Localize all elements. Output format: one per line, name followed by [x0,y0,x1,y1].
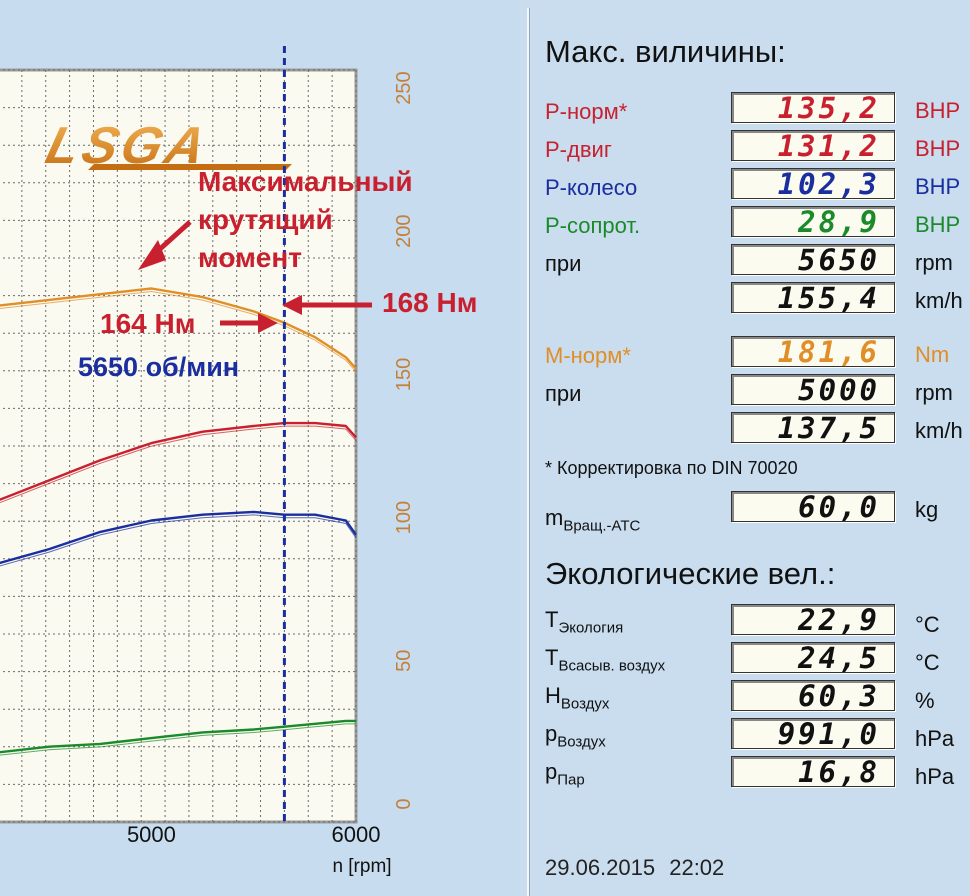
annotation-max-torque-line1: Максимальный [198,166,413,197]
max-row-label: при [545,381,582,406]
eco-row-label: TЭкология [545,607,624,637]
max-row-unit: km/h [915,288,963,313]
x-axis-label: n [rpm] [332,856,391,877]
max-row-unit: BHP [915,98,961,123]
right-axis-tick-label: 250 [393,71,415,104]
max-row-value-display: 155,4 [731,282,895,314]
green-series-line [0,719,356,754]
right-axis-tick-label: 100 [393,501,415,534]
orange-series-line-raw [0,290,357,373]
eco-row-unit: % [915,688,935,713]
mass-label: mВращ.-АТС [545,505,641,535]
max-row-unit: rpm [915,380,953,405]
max-row-unit: km/h [915,418,963,443]
max-row-unit: BHP [915,174,961,199]
right-axis-tick-label: 0 [393,798,415,809]
max-row-label: M-норм* [545,343,631,368]
max-values-panel: Макс. виличины: P-норм* 135,2 BHP P-двиг 131… [527,8,970,896]
eco-row-label: pВоздух [545,721,606,751]
orange-series-line [0,287,357,370]
eco-row-value-display: 991,0 [731,718,895,750]
annotation-torque-168: 168 Нм [382,287,478,318]
max-row-value-display: 5000 [731,374,895,406]
eco-row-value-display: 60,3 [731,680,895,712]
max-row-unit: Nm [915,342,950,367]
red-series-line-raw [0,425,357,504]
eco-row-label: HВоздух [545,683,610,713]
max-row-label: при [545,251,582,276]
eco-row-value-display: 16,8 [731,756,895,788]
eco-row-value-display: 22,9 [731,604,895,636]
blue-series-line-raw [0,514,357,567]
max-values-title: Макс. виличины: [545,34,786,69]
eco-row-value-display: 24,5 [731,642,895,674]
x-tick-label: 5000 [127,822,176,847]
annotation-max-torque-line2: крутящий [198,204,333,235]
eco-row-label: pПар [545,759,585,789]
green-series-line-raw [0,723,356,756]
max-row-value-display: 137,5 [731,412,895,444]
eco-row-unit: hPa [915,764,955,789]
max-row-label: P-колесо [545,175,638,200]
mass-unit: kg [915,497,939,522]
max-row-value-display: 131,2 [731,130,895,162]
arrow-max-torque-head [138,240,166,270]
blue-series-line [0,510,357,565]
eco-row-unit: °C [915,650,940,675]
max-row-value-display: 28,9 [731,206,895,238]
timestamp: 29.06.2015 22:02 [545,855,725,880]
eco-row-label: TВсасыв. воздух [545,645,666,675]
max-row-unit: BHP [915,212,961,237]
max-row-unit: rpm [915,250,953,275]
eco-values-title: Экологические вел.: [545,556,836,591]
mass-value-display: 60,0 [731,491,895,523]
right-axis-tick-label: 150 [393,358,415,391]
dyno-chart-panel: LSGA 5000 6000 n [rpm] 250 200 150 100 50 0 Макс… [0,46,478,877]
x-tick-label: 6000 [332,822,381,847]
max-row-label: P-норм* [545,99,628,124]
max-row-label: P-сопрот. [545,213,641,238]
max-row-value-display: 181,6 [731,336,895,368]
din-correction-note: * Корректировка по DIN 70020 [545,458,798,478]
annotation-torque-164: 164 Нм [100,308,196,339]
annotation-max-torque-line3: момент [198,242,302,273]
max-row-label: P-двиг [545,137,612,162]
right-axis-tick-label: 200 [393,215,415,248]
eco-row-unit: °C [915,612,940,637]
eco-row-unit: hPa [915,726,955,751]
lsga-logo-underline [88,164,292,170]
max-row-value-display: 135,2 [731,92,895,124]
red-series-line [0,421,357,501]
max-row-unit: BHP [915,136,961,161]
max-row-value-display: 5650 [731,244,895,276]
max-row-value-display: 102,3 [731,168,895,200]
annotation-rpm-5650: 5650 об/мин [78,352,240,382]
arrow-torque-164-head [258,313,278,333]
right-axis-tick-label: 50 [393,650,415,672]
arrow-torque-168-head [282,295,302,315]
